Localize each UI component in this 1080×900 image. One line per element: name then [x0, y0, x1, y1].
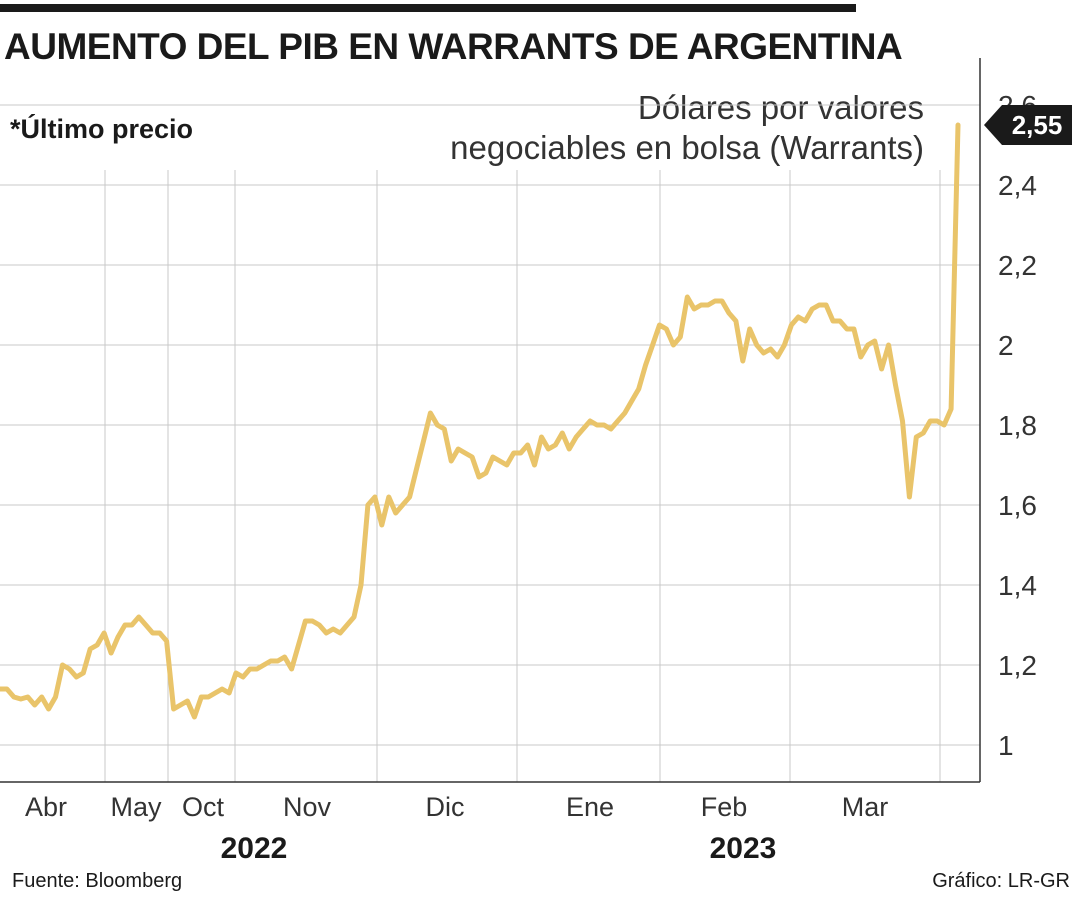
y-tick-label: 1,2 — [998, 650, 1037, 681]
year-label: 2023 — [710, 832, 777, 865]
y-tick-label: 1,8 — [998, 410, 1037, 441]
series-label-line-1: Dólares por valores — [637, 89, 924, 126]
grid-lines — [0, 104, 980, 746]
x-tick-label: Mar — [842, 792, 889, 822]
last-value-label: 2,55 — [1012, 110, 1063, 140]
series-label: Dólares por valores negociables en bolsa… — [450, 88, 924, 168]
series-label-line-2: negociables en bolsa (Warrants) — [450, 129, 924, 166]
y-tick-label: 1 — [998, 730, 1014, 761]
credit-text: Gráfico: LR-GR — [932, 870, 1070, 892]
last-price-note: *Último precio — [10, 114, 194, 144]
x-grid-lines — [104, 170, 941, 782]
x-tick-label: Abr — [25, 792, 67, 822]
x-tick-label: Feb — [701, 792, 748, 822]
x-tick-label: May — [110, 792, 162, 822]
y-tick-labels: 11,21,41,61,822,22,42,6 — [998, 90, 1037, 761]
source-text: Fuente: Bloomberg — [12, 870, 183, 892]
x-tick-label: Nov — [283, 792, 332, 822]
y-tick-label: 2,4 — [998, 170, 1037, 201]
year-label: 2022 — [221, 832, 288, 865]
x-tick-labels: Abr May Oct Nov Dic Ene Feb Mar — [25, 792, 888, 822]
top-rule — [0, 4, 856, 12]
y-tick-label: 1,6 — [998, 490, 1037, 521]
last-value-callout: 2,55 — [984, 105, 1072, 145]
y-tick-label: 2,2 — [998, 250, 1037, 281]
last-value-marker — [984, 105, 1072, 145]
chart-title: AUMENTO DEL PIB EN WARRANTS DE ARGENTINA — [4, 26, 903, 67]
y-tick-label: 1,4 — [998, 570, 1037, 601]
series-line — [0, 122, 961, 720]
x-tick-label: Ene — [566, 792, 614, 822]
year-labels: 2022 2023 — [221, 832, 777, 865]
y-tick-label: 2 — [998, 330, 1014, 361]
x-tick-label: Dic — [426, 792, 465, 822]
x-tick-label: Oct — [182, 792, 225, 822]
